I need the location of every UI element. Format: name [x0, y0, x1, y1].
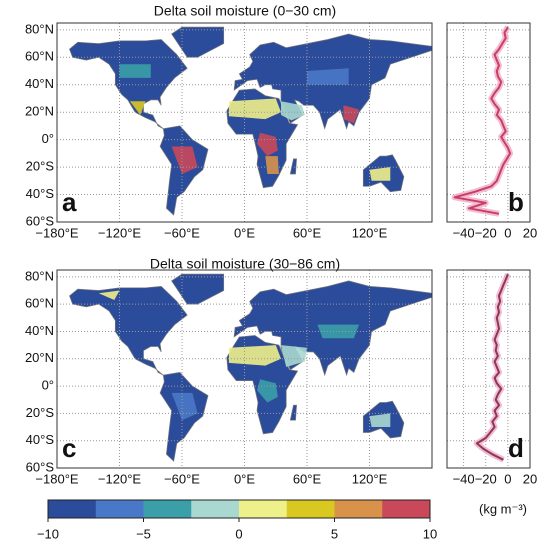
- moisture-patch: [129, 101, 146, 115]
- colorbar-segment: [191, 500, 240, 518]
- x-tick-label: −120°E: [98, 225, 141, 240]
- moisture-patch: [307, 68, 349, 85]
- x-tick-label: −120°E: [98, 471, 141, 486]
- panel-frame: [446, 269, 531, 469]
- panel-frame: [56, 22, 433, 223]
- x-tick-label: 120°E: [352, 471, 388, 486]
- y-tick-label: 0°: [42, 131, 54, 146]
- y-tick-label: 40°S: [26, 432, 55, 447]
- x-tick-label: −20: [475, 225, 497, 240]
- colorbar-label: 0: [235, 526, 242, 541]
- x-tick-label: 0: [504, 471, 511, 486]
- moisture-patch: [369, 167, 391, 181]
- land: [69, 286, 188, 376]
- colorbar-segment: [143, 500, 192, 518]
- y-tick-label: 20°S: [26, 159, 55, 174]
- moisture-patch: [228, 345, 281, 366]
- moisture-patch: [343, 105, 360, 124]
- colorbar-label: −10: [37, 526, 59, 541]
- panel-frame: [56, 269, 433, 469]
- land: [69, 39, 188, 130]
- x-tick-label: −40: [453, 471, 475, 486]
- panel-letter: b: [508, 187, 524, 217]
- moisture-patch: [281, 345, 307, 367]
- y-tick-label: 60°S: [26, 459, 55, 474]
- profile-halo: [473, 272, 511, 463]
- y-tick-label: 40°N: [25, 76, 54, 91]
- profile-line: [475, 273, 509, 461]
- y-tick-label: 80°N: [25, 268, 54, 283]
- colorbar-label: 5: [331, 526, 338, 541]
- panel-letter: c: [62, 433, 76, 463]
- colorbar-label: −5: [136, 526, 151, 541]
- panel-title: Delta soil moisture (0−30 cm): [154, 3, 336, 19]
- y-tick-label: 0°: [42, 378, 54, 393]
- land: [171, 26, 225, 58]
- x-tick-label: 60°E: [293, 471, 322, 486]
- moisture-patch: [317, 324, 360, 339]
- moisture-patch: [281, 101, 305, 121]
- panel: −40 −20 0 20 d: [446, 269, 537, 486]
- moisture-patch: [119, 64, 151, 78]
- colorbar-label: 10: [423, 526, 437, 541]
- x-tick-label: −60°E: [164, 225, 200, 240]
- x-tick-label: 60°E: [293, 225, 322, 240]
- y-tick-label: 20°N: [25, 104, 54, 119]
- units-label: (kg m⁻³): [479, 501, 527, 516]
- moisture-patch: [171, 146, 198, 174]
- panel-letter: a: [62, 187, 77, 217]
- moisture-patch: [265, 156, 279, 174]
- moisture-patch: [228, 98, 281, 120]
- moisture-patch: [257, 379, 278, 403]
- panel-title: Delta soil moisture (30−86 cm): [150, 256, 340, 272]
- profile-line: [453, 26, 512, 215]
- moisture-patch: [257, 132, 278, 157]
- land: [289, 404, 297, 421]
- land: [289, 158, 297, 175]
- y-tick-label: 60°N: [25, 296, 54, 311]
- colorbar-segment: [239, 500, 288, 518]
- panel: −180°E −120°E −60°E 0°E 60°E 120°E 80°N 60°N 40°…: [25, 268, 433, 486]
- y-tick-label: 60°S: [26, 213, 55, 228]
- colorbar-segment: [95, 500, 144, 518]
- x-tick-label: −20: [475, 471, 497, 486]
- x-tick-label: −40: [453, 225, 475, 240]
- colorbar-segment: [48, 500, 97, 518]
- y-tick-label: 20°S: [26, 405, 55, 420]
- moisture-patch: [98, 290, 120, 300]
- map-layer: [69, 273, 432, 462]
- colorbar-segment: [286, 500, 335, 518]
- land: [171, 273, 225, 305]
- x-tick-label: 20: [523, 471, 537, 486]
- moisture-patch: [171, 392, 198, 421]
- moisture-patch: [369, 413, 391, 427]
- panel-frame: [446, 22, 531, 223]
- x-tick-label: 120°E: [352, 225, 388, 240]
- map-layer: [69, 26, 432, 216]
- x-tick-label: 0°E: [234, 225, 255, 240]
- y-tick-label: 20°N: [25, 350, 54, 365]
- y-tick-label: 80°N: [25, 21, 54, 36]
- x-tick-label: 20: [523, 225, 537, 240]
- panel: −40 −20 0 20 b: [446, 22, 537, 240]
- x-tick-label: −180°E: [35, 225, 78, 240]
- x-tick-label: −180°E: [35, 471, 78, 486]
- panel-letter: d: [508, 433, 524, 463]
- y-tick-label: 60°N: [25, 49, 54, 64]
- colorbar-segment: [382, 500, 431, 518]
- y-tick-label: 40°N: [25, 323, 54, 338]
- x-tick-label: 0: [504, 225, 511, 240]
- panel: −180°E −120°E −60°E 0°E 60°E 120°E 80°N 60°N 40°…: [25, 21, 433, 240]
- x-tick-label: 0°E: [234, 471, 255, 486]
- y-tick-label: 40°S: [26, 186, 55, 201]
- x-tick-label: −60°E: [164, 471, 200, 486]
- colorbar-segment: [334, 500, 383, 518]
